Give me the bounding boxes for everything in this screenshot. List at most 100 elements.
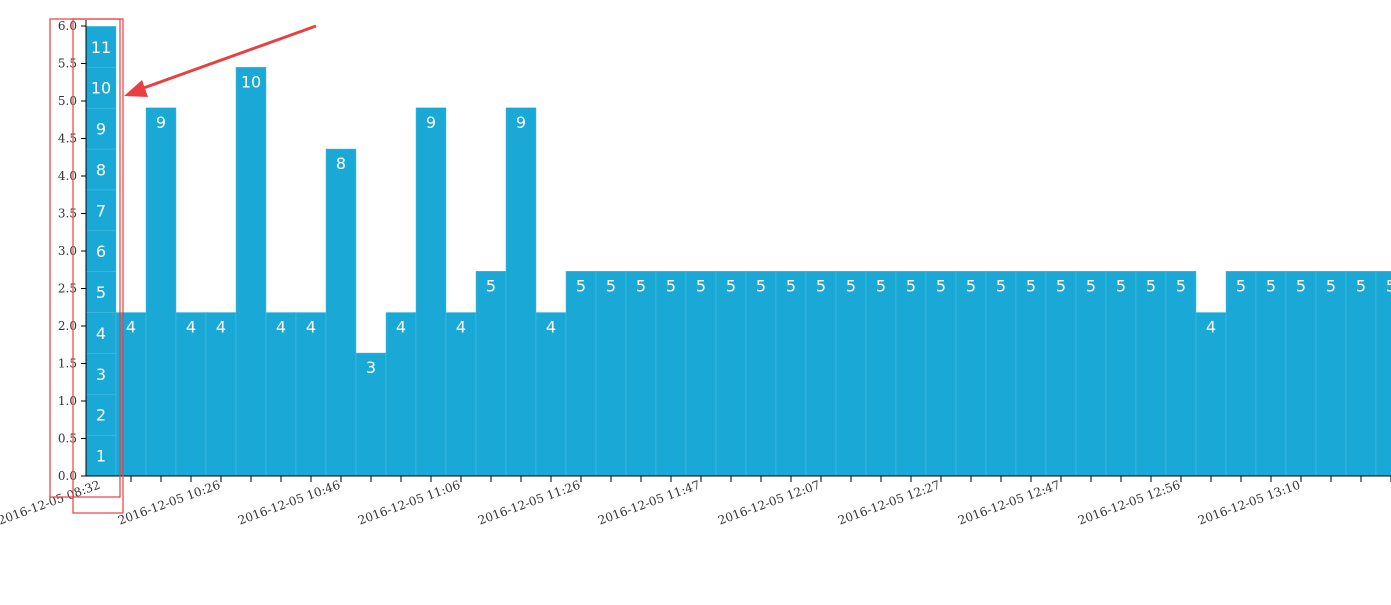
bar — [535, 312, 567, 477]
bar — [775, 271, 807, 477]
bar-label: 5 — [1356, 276, 1366, 295]
bar-label: 5 — [1056, 276, 1066, 295]
bar-label: 5 — [1146, 276, 1156, 295]
bar — [985, 271, 1017, 477]
bar-label: 4 — [1206, 318, 1216, 337]
annotation-arrow-line — [137, 24, 317, 92]
stacked-bar-label: 1 — [96, 447, 106, 466]
bar-label: 5 — [816, 276, 826, 295]
bar — [265, 312, 297, 477]
stacked-bar-segment — [85, 271, 117, 313]
stacked-bar-label: 5 — [96, 283, 106, 302]
bar — [445, 312, 477, 477]
x-tick-label: 2016-12-05 13:10 — [1196, 478, 1302, 528]
x-tick-label: 2016-12-05 08:32 — [0, 478, 102, 528]
bar — [1225, 271, 1257, 477]
bar-label: 5 — [1086, 276, 1096, 295]
bar-label: 5 — [726, 276, 736, 295]
stacked-bar-segment — [85, 189, 117, 231]
bar-label: 10 — [241, 72, 261, 91]
bar-label: 5 — [606, 276, 616, 295]
bar — [1075, 271, 1107, 477]
stacked-bar-segment — [85, 312, 117, 354]
stacked-bar-label: 6 — [96, 242, 106, 261]
y-tick-label: 0.0 — [58, 469, 77, 483]
bar-labels-layer: 1 2 3 4 5 6 7 8 9 10 11 4 9 4 4 10 4 4 8 3 4 9 4 5 9 4 5 5 5 5 5 5 5 5 5 5 5… — [91, 38, 1391, 466]
bar — [715, 271, 747, 477]
bar-label: 5 — [1296, 276, 1306, 295]
bar — [1135, 271, 1167, 477]
x-tick-label: 2016-12-05 10:26 — [116, 478, 222, 528]
bar — [955, 271, 987, 477]
bar — [685, 271, 717, 477]
y-tick-label: 4.5 — [58, 132, 77, 146]
y-tick-label: 5.5 — [58, 57, 77, 71]
bar — [1315, 271, 1347, 477]
bar — [1195, 312, 1227, 477]
x-tick-label: 2016-12-05 12:56 — [1076, 478, 1182, 528]
stacked-bar-label: 3 — [96, 365, 106, 384]
bar-label: 5 — [1026, 276, 1036, 295]
stacked-bar-segment — [85, 434, 117, 477]
annotation-layer — [49, 18, 317, 514]
bar — [325, 148, 357, 477]
bar-label: 4 — [186, 318, 196, 337]
y-tick-label: 3.0 — [58, 244, 77, 258]
y-tick-label: 1.5 — [58, 357, 77, 371]
bar — [1345, 271, 1377, 477]
bar-label: 5 — [876, 276, 886, 295]
bar — [505, 107, 537, 477]
bar-label: 4 — [306, 318, 316, 337]
bar-label: 4 — [456, 318, 466, 337]
x-tick-label: 2016-12-05 11:26 — [476, 478, 582, 528]
bar — [1285, 271, 1317, 477]
x-tick-label: 2016-12-05 12:47 — [956, 478, 1062, 528]
stacked-bar-label: 2 — [96, 406, 106, 425]
bar — [565, 271, 597, 477]
annotation-arrow-head — [124, 80, 148, 97]
bar — [115, 312, 147, 477]
bar-label: 9 — [516, 113, 526, 132]
bar-label: 5 — [906, 276, 916, 295]
x-tick-label: 2016-12-05 12:07 — [716, 478, 822, 528]
bar — [1015, 271, 1047, 477]
bar — [865, 271, 897, 477]
bar-label: 5 — [576, 276, 586, 295]
stacked-bar-segment — [85, 230, 117, 272]
bar-label: 4 — [546, 318, 556, 337]
stacked-bar-label: 11 — [91, 38, 111, 57]
stacked-bar-label: 4 — [96, 324, 106, 343]
bar — [385, 312, 417, 477]
bar-label: 4 — [276, 318, 286, 337]
y-tick-label: 3.5 — [58, 207, 77, 221]
bar-label: 8 — [336, 154, 346, 173]
bar-label: 5 — [636, 276, 646, 295]
bars-layer — [85, 26, 1391, 477]
stacked-bar-label: 10 — [91, 79, 111, 98]
bar-label: 5 — [1386, 276, 1391, 295]
bar-label: 9 — [156, 113, 166, 132]
x-tick-label: 2016-12-05 12:27 — [836, 478, 942, 528]
bar — [205, 312, 237, 477]
bar — [1105, 271, 1137, 477]
stacked-bar-segment — [85, 26, 117, 68]
bar — [745, 271, 777, 477]
bar — [1255, 271, 1287, 477]
bar — [835, 271, 867, 477]
bar — [475, 271, 507, 477]
bar — [625, 271, 657, 477]
stacked-bar-label: 7 — [96, 201, 106, 220]
bar-label: 5 — [1176, 276, 1186, 295]
x-tick-label: 2016-12-05 11:47 — [596, 478, 702, 528]
bar — [295, 312, 327, 477]
bar — [595, 271, 627, 477]
bar — [175, 312, 207, 477]
bar-label: 5 — [1116, 276, 1126, 295]
bar — [1165, 271, 1197, 477]
bar-label: 5 — [1326, 276, 1336, 295]
bar — [145, 107, 177, 477]
bar-label: 4 — [126, 318, 136, 337]
bar — [355, 352, 387, 477]
